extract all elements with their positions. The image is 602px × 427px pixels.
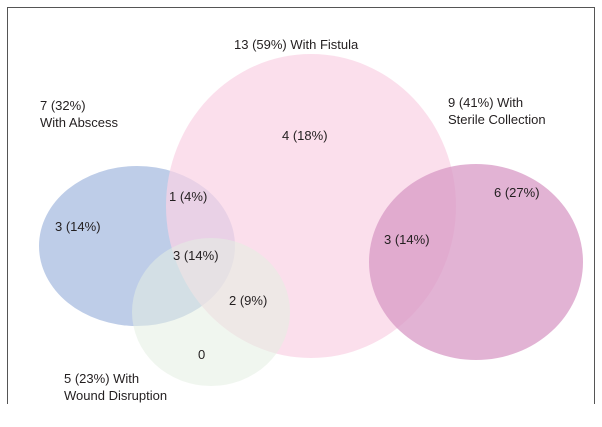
sterile-set-label-line2: Sterile Collection [448, 112, 546, 127]
wound-disruption-circle [132, 238, 290, 386]
region-fistula-sterile: 3 (14%) [384, 232, 430, 247]
abscess-set-label-line2: With Abscess [40, 115, 119, 130]
region-abscess-only: 3 (14%) [55, 219, 101, 234]
region-abscess-fistula: 1 (4%) [169, 189, 207, 204]
abscess-set-label-line1: 7 (32%) [40, 98, 86, 113]
region-wound-only: 0 [198, 347, 205, 362]
region-abscess-fistula-wound: 3 (14%) [173, 248, 219, 263]
region-fistula-wound: 2 (9%) [229, 293, 267, 308]
fistula-set-label: 13 (59%) With Fistula [234, 37, 359, 52]
region-sterile-only: 6 (27%) [494, 185, 540, 200]
wound-set-label-line2: Wound Disruption [64, 388, 167, 403]
sterile-collection-circle [369, 164, 583, 360]
wound-set-label-line1: 5 (23%) With [64, 371, 139, 386]
sterile-set-label-line1: 9 (41%) With [448, 95, 523, 110]
region-fistula-only: 4 (18%) [282, 128, 328, 143]
figure-border [7, 7, 595, 404]
